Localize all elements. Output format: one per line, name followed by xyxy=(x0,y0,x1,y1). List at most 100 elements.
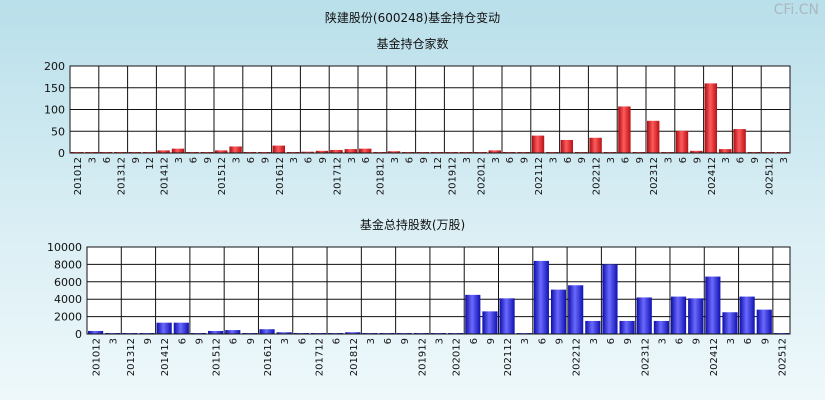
shares-xtick-label: 3 xyxy=(435,338,446,344)
holders-xtick-label: 6 xyxy=(404,157,415,163)
shares-bar xyxy=(225,330,241,334)
shares-bar xyxy=(276,332,292,334)
holders-bar xyxy=(560,139,573,153)
holders-xtick-label: 9 xyxy=(692,157,703,163)
shares-xtick-label: 6 xyxy=(297,338,308,344)
holders-bar xyxy=(344,149,357,153)
shares-xtick-label: 202112 xyxy=(503,338,514,376)
holders-xtick-label: 6 xyxy=(678,157,689,163)
bottom-chart-title: 基金总持股数(万股) xyxy=(359,218,466,232)
holders-bar xyxy=(315,150,329,153)
shares-xtick-label: 9 xyxy=(400,338,411,344)
holders-xtick-label: 9 xyxy=(419,157,430,163)
shares-bar xyxy=(499,298,515,334)
shares-bar xyxy=(482,311,498,334)
shares-xtick-label: 3 xyxy=(366,338,377,344)
holders-bar xyxy=(675,130,689,153)
shares-xtick-label: 3 xyxy=(280,338,291,344)
holders-xtick-label: 12 xyxy=(145,157,156,170)
holders-xtick-label: 12 xyxy=(433,157,444,170)
shares-xtick-label: 6 xyxy=(383,338,394,344)
shares-bar xyxy=(465,294,481,334)
shares-bar xyxy=(156,322,172,334)
holders-xtick-label: 3 xyxy=(462,157,473,163)
holders-xtick-label: 3 xyxy=(606,157,617,163)
shares-bar xyxy=(619,320,635,334)
shares-xtick-label: 3 xyxy=(109,338,120,344)
holders-ytick-label: 0 xyxy=(58,147,65,160)
holders-bar xyxy=(733,129,746,153)
holders-xtick-label: 3 xyxy=(174,157,185,163)
shares-xtick-label: 9 xyxy=(143,338,154,344)
shares-xtick-label: 202012 xyxy=(452,338,463,376)
shares-xtick-label: 9 xyxy=(555,338,566,344)
holders-ytick-label: 100 xyxy=(44,104,65,117)
shares-xtick-label: 9 xyxy=(486,338,497,344)
holders-xtick-label: 3 xyxy=(289,157,300,163)
holders-xtick-label: 3 xyxy=(390,157,401,163)
holders-bar xyxy=(690,150,703,153)
shares-xtick-label: 6 xyxy=(469,338,480,344)
shares-xtick-label: 6 xyxy=(606,338,617,344)
holders-xtick-label: 202512 xyxy=(764,157,775,195)
shares-ytick-label: 0 xyxy=(75,328,82,341)
holders-xtick-label: 3 xyxy=(347,157,358,163)
holders-xtick-label: 9 xyxy=(520,157,531,163)
holders-bar xyxy=(704,83,717,153)
shares-xtick-label: 202512 xyxy=(777,338,788,376)
holders-bar xyxy=(719,149,732,153)
holders-xtick-label: 3 xyxy=(232,157,243,163)
shares-xtick-label: 3 xyxy=(589,338,600,344)
shares-xtick-label: 6 xyxy=(675,338,686,344)
shares-xtick-label: 201712 xyxy=(314,338,325,376)
shares-xtick-label: 9 xyxy=(623,338,634,344)
holders-bar xyxy=(387,151,401,153)
holders-ytick-label: 50 xyxy=(51,125,65,138)
holders-xtick-label: 3 xyxy=(491,157,502,163)
shares-xtick-label: 9 xyxy=(760,338,771,344)
holders-xtick-label: 6 xyxy=(102,157,113,163)
shares-bar xyxy=(550,289,567,334)
shares-frame xyxy=(86,246,791,335)
shares-bar xyxy=(636,297,652,334)
holders-bar xyxy=(618,106,631,153)
shares-xtick-label: 201812 xyxy=(349,338,360,376)
holders-xtick-label: 9 xyxy=(635,157,646,163)
shares-bar xyxy=(259,329,275,334)
holders-xtick-label: 202212 xyxy=(592,157,603,195)
shares-xtick-label: 9 xyxy=(246,338,257,344)
shares-bar xyxy=(602,264,618,334)
main-title: 陕建股份(600248)基金持仓变动 xyxy=(324,11,501,25)
shares-xtick-label: 202212 xyxy=(572,338,583,376)
holders-xtick-label: 201712 xyxy=(332,157,343,195)
shares-bar xyxy=(705,276,721,334)
holders-xtick-label: 201312 xyxy=(116,157,127,195)
holders-xtick-label: 3 xyxy=(88,157,99,163)
holders-bar xyxy=(647,120,660,153)
shares-xtick-label: 6 xyxy=(229,338,240,344)
shares-xtick-label: 6 xyxy=(332,338,343,344)
holders-bar xyxy=(330,149,343,153)
shares-xtick-label: 3 xyxy=(657,338,668,344)
holders-xtick-label: 3 xyxy=(721,157,732,163)
shares-xtick-label: 202312 xyxy=(640,338,651,376)
holders-xtick-label: 201612 xyxy=(275,157,286,195)
shares-bar xyxy=(653,320,669,334)
shares-bar xyxy=(585,320,601,334)
shares-xtick-label: 201312 xyxy=(126,338,137,376)
holders-xtick-label: 9 xyxy=(577,157,588,163)
shares-xtick-label: 3 xyxy=(726,338,737,344)
shares-xtick-label: 6 xyxy=(537,338,548,344)
holders-bar xyxy=(171,148,185,153)
holders-xtick-label: 9 xyxy=(260,157,271,163)
shares-bar xyxy=(739,296,755,334)
shares-xtick-label: 6 xyxy=(743,338,754,344)
holders-xtick-label: 9 xyxy=(131,157,142,163)
shares-xtick-label: 201412 xyxy=(160,338,171,376)
shares-ytick-label: 8000 xyxy=(54,258,82,271)
shares-bar xyxy=(756,309,772,334)
holders-xtick-label: 3 xyxy=(779,157,790,163)
shares-bar xyxy=(345,332,361,334)
holders-xtick-label: 6 xyxy=(188,157,199,163)
